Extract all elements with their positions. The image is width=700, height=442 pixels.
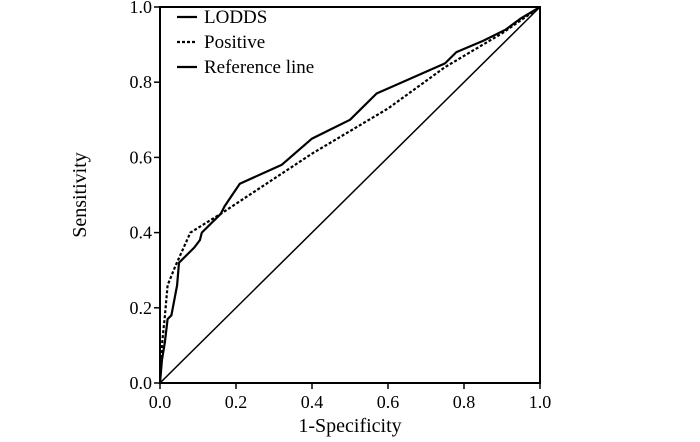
x-tick-label: 0.4: [301, 392, 324, 412]
plot-frame: [159, 6, 541, 384]
legend-label: LODDS: [204, 7, 267, 28]
series-lodds: [158, 6, 541, 384]
y-tick-label: 0.2: [130, 298, 153, 318]
x-tick-label: 1.0: [529, 392, 552, 412]
x-tick-label: 0.0: [149, 392, 172, 412]
y-tick-label: 0.6: [130, 147, 153, 167]
series-reference-line: [159, 6, 541, 384]
y-axis-label: Sensitivity: [69, 152, 91, 238]
legend-label: Positive: [204, 32, 265, 53]
y-tick-label: 1.0: [130, 0, 153, 17]
y-tick-label: 0.0: [130, 373, 153, 393]
x-axis-label: 1-Specificity: [298, 415, 401, 437]
y-tick-label: 0.8: [130, 72, 153, 92]
x-tick-label: 0.6: [377, 392, 400, 412]
legend: LODDS Positive Reference line: [177, 7, 314, 78]
x-tick-label: 0.2: [225, 392, 248, 412]
series-positive: [158, 6, 541, 384]
x-tick-label: 0.8: [453, 392, 476, 412]
y-tick-label: 0.4: [130, 223, 153, 243]
plot-area: 0.0 0.2 0.4 0.6 0.8 1.0 0.0 0.2 0.4 0.6 0.8 1.0: [130, 0, 552, 412]
legend-label: Reference line: [204, 57, 314, 78]
